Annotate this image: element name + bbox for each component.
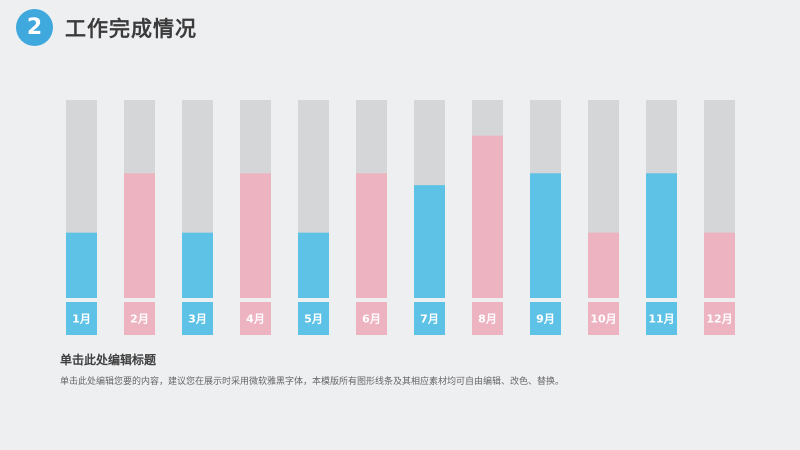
- bar: [240, 173, 271, 298]
- text-block-body[interactable]: 单击此处编辑您要的内容，建议您在展示时采用微软雅黑字体，本模版所有图形线条及其相…: [60, 377, 565, 387]
- page-title: 工作完成情况: [65, 16, 197, 41]
- header: 2 工作完成情况: [16, 9, 197, 46]
- text-block-heading[interactable]: 单击此处编辑标题: [60, 353, 157, 367]
- category-label: 6月: [362, 313, 381, 326]
- bar: [66, 232, 97, 298]
- bar: [414, 185, 445, 298]
- category-label: 10月: [590, 313, 616, 326]
- category-label: 5月: [304, 313, 323, 326]
- category-label-box: [530, 302, 561, 335]
- category-label-box: [66, 302, 97, 335]
- category-label-box: [182, 302, 213, 335]
- category-label-box: [472, 302, 503, 335]
- section-number-badge: 2: [16, 9, 53, 46]
- category-label-box: [356, 302, 387, 335]
- bar: [124, 173, 155, 298]
- bar: [704, 232, 735, 298]
- category-label: 1月: [72, 313, 91, 326]
- bar: [588, 232, 619, 298]
- bar: [530, 173, 561, 298]
- category-label-box: [704, 302, 735, 335]
- category-label: 3月: [188, 313, 207, 326]
- category-label: 9月: [536, 313, 555, 326]
- bar: [646, 173, 677, 298]
- category-label-box: [588, 302, 619, 335]
- category-label: 12月: [706, 313, 732, 326]
- monthly-completion-chart: 1月 2月 3月 4月 5月 6月 7月 8月 9月 10月 11月 12月: [66, 100, 735, 335]
- category-label-box: [646, 302, 677, 335]
- bar: [298, 232, 329, 298]
- bar: [356, 173, 387, 298]
- category-label: 11月: [648, 313, 674, 326]
- category-label-box: [298, 302, 329, 335]
- category-label-box: [240, 302, 271, 335]
- category-label: 7月: [420, 313, 439, 326]
- category-label-box: [414, 302, 445, 335]
- bar: [472, 135, 503, 298]
- category-label: 8月: [478, 313, 497, 326]
- category-label: 4月: [246, 313, 265, 326]
- category-label: 2月: [130, 313, 149, 326]
- category-label-box: [124, 302, 155, 335]
- bar: [182, 232, 213, 298]
